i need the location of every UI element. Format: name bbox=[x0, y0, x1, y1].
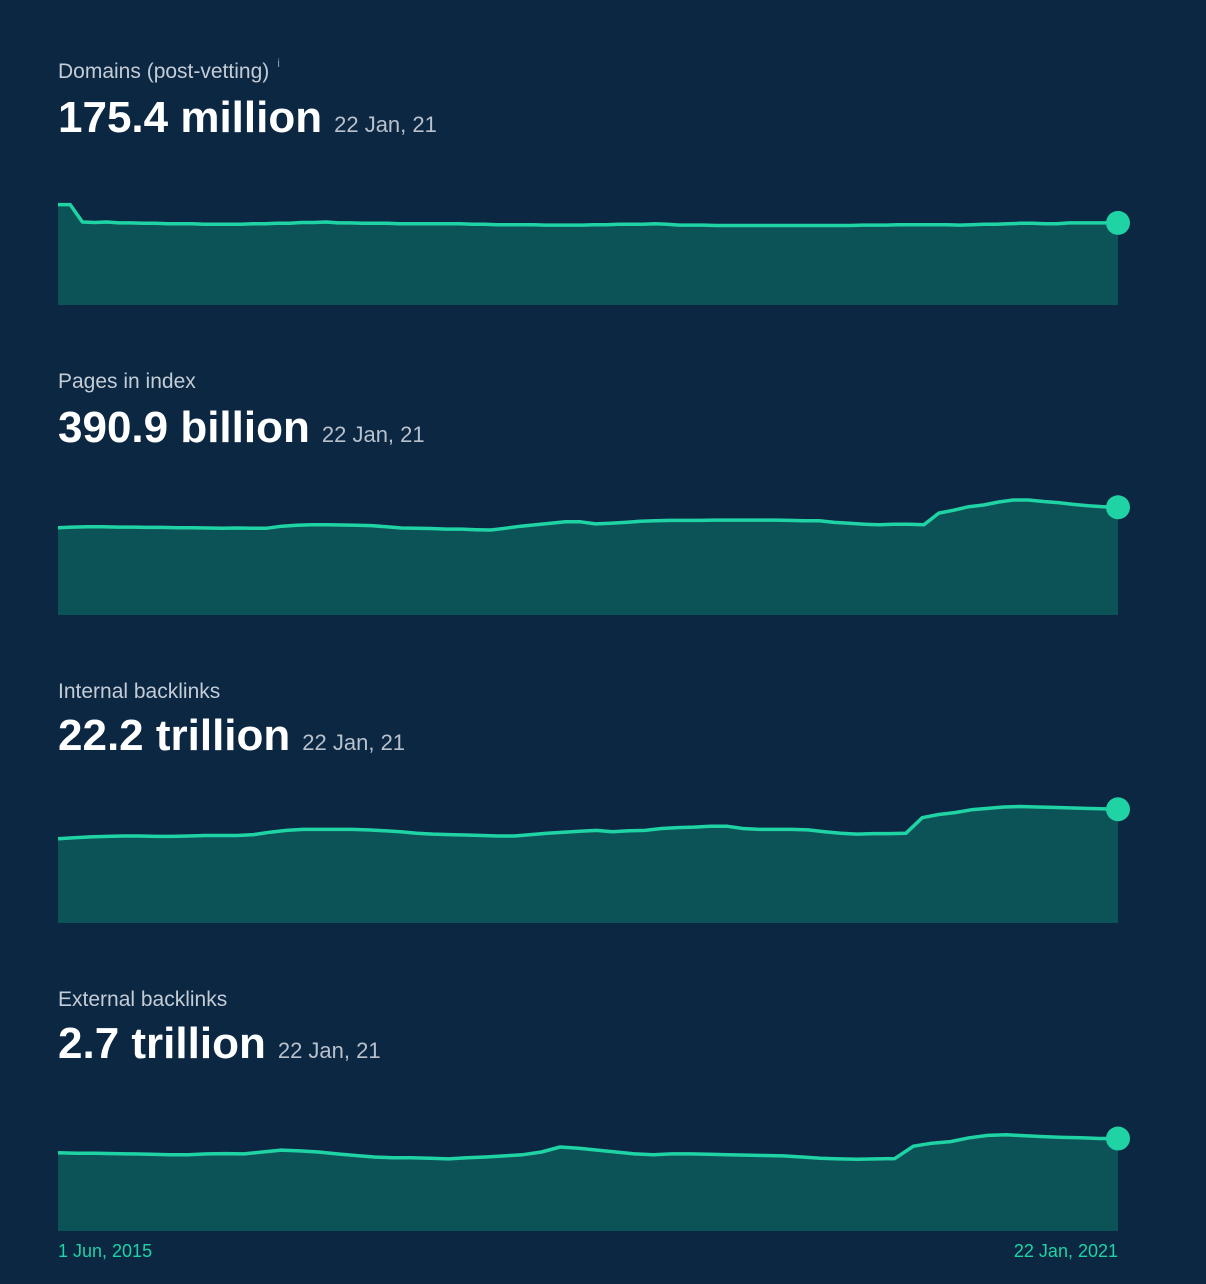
pages-area-chart[interactable] bbox=[57, 478, 1130, 615]
metric-title: External backlinks bbox=[58, 988, 228, 1011]
metric-value: 175.4 million bbox=[58, 93, 323, 142]
area-fill bbox=[58, 500, 1118, 615]
series-line bbox=[57, 1132, 1118, 1162]
latest-value-dot[interactable] bbox=[1106, 797, 1130, 822]
metric-title-wrap: Domains (post-vetting) i bbox=[58, 57, 280, 83]
metric-date: 22 Jan, 21 bbox=[321, 422, 425, 447]
x-axis-start-label: 1 Jun, 2015 bbox=[58, 1241, 153, 1261]
metric-value: 22.2 trillion bbox=[58, 711, 291, 760]
internal-backlinks-area-chart[interactable] bbox=[57, 786, 1130, 923]
latest-value-dot[interactable] bbox=[1106, 495, 1130, 520]
metric-title: Pages in index bbox=[58, 370, 196, 393]
metric-value-row: 175.4 million 22 Jan, 21 bbox=[58, 96, 437, 140]
metric-value-row: 22.2 trillion 22 Jan, 21 bbox=[58, 714, 405, 758]
x-axis-end-label: 22 Jan, 2021 bbox=[1013, 1241, 1118, 1261]
info-icon[interactable]: i bbox=[277, 56, 280, 70]
area-fill bbox=[58, 1134, 1118, 1231]
metric-value: 390.9 billion bbox=[58, 403, 310, 452]
latest-value-dot[interactable] bbox=[1106, 1126, 1130, 1151]
metric-date: 22 Jan, 21 bbox=[302, 730, 406, 755]
metric-value-row: 390.9 billion 22 Jan, 21 bbox=[58, 406, 425, 450]
area-fill bbox=[58, 204, 1118, 305]
series-line bbox=[57, 498, 1119, 532]
series-line bbox=[58, 202, 1118, 228]
metric-date: 22 Jan, 21 bbox=[277, 1038, 381, 1063]
area-fill bbox=[58, 806, 1118, 923]
metric-title: Internal backlinks bbox=[58, 680, 221, 703]
external-backlinks-area-chart[interactable] bbox=[57, 1094, 1130, 1231]
domains-area-chart[interactable] bbox=[58, 168, 1130, 305]
latest-value-dot[interactable] bbox=[1106, 210, 1130, 235]
series-line bbox=[57, 804, 1119, 841]
metric-value-row: 2.7 trillion 22 Jan, 21 bbox=[58, 1022, 381, 1066]
metric-date: 22 Jan, 21 bbox=[334, 112, 437, 137]
metric-title: Domains (post-vetting) bbox=[58, 60, 270, 83]
metric-value: 2.7 trillion bbox=[58, 1019, 266, 1068]
